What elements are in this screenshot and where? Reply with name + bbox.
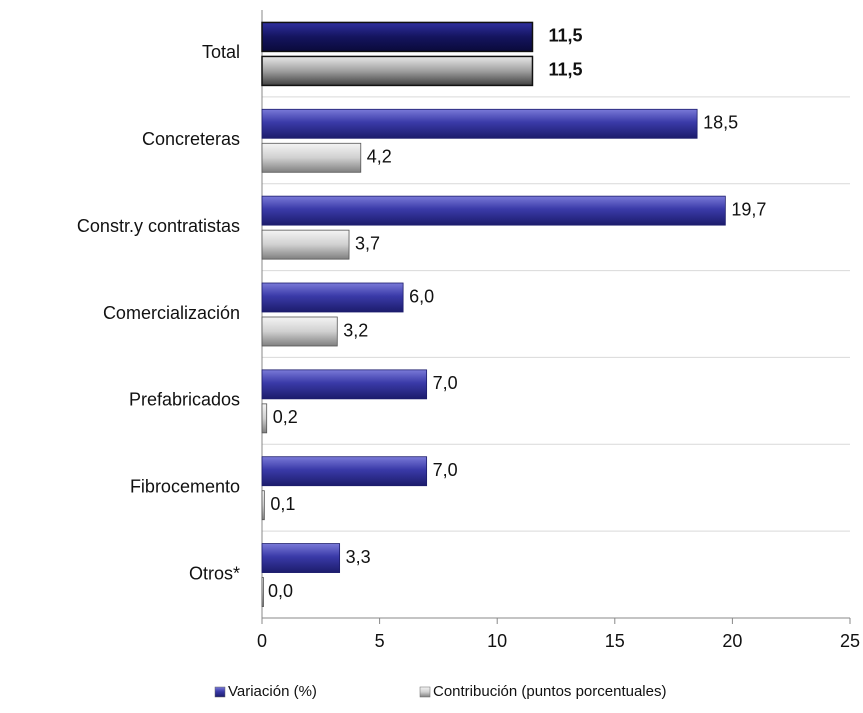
bar	[261, 282, 404, 313]
category-label: Constr.y contratistas	[77, 216, 240, 236]
value-label: 11,5	[548, 26, 582, 46]
bar	[261, 369, 428, 400]
bar	[261, 543, 341, 573]
x-tick-label: 0	[257, 631, 267, 651]
value-label: 19,7	[731, 199, 766, 219]
x-tick-label: 10	[487, 631, 507, 651]
value-label: 0,1	[270, 494, 295, 514]
value-label: 18,5	[703, 113, 738, 133]
bar	[261, 142, 362, 173]
value-label: 6,0	[409, 286, 434, 306]
category-label: Total	[202, 42, 240, 62]
value-label: 11,5	[548, 60, 582, 80]
value-label: 0,0	[268, 581, 293, 601]
value-label: 7,0	[433, 373, 458, 393]
x-tick-label: 5	[375, 631, 385, 651]
category-label: Otros*	[189, 563, 240, 583]
value-label: 3,7	[355, 233, 380, 253]
bar	[261, 21, 534, 53]
bar	[261, 108, 698, 139]
legend-swatch	[214, 686, 226, 698]
value-label: 3,3	[346, 547, 371, 567]
bar	[261, 456, 428, 487]
bar	[261, 195, 726, 226]
bar	[261, 55, 534, 87]
bar	[261, 229, 350, 260]
category-label: Fibrocemento	[130, 476, 240, 496]
value-label: 7,0	[433, 460, 458, 480]
category-label: Comercialización	[103, 303, 240, 323]
bar	[261, 490, 265, 521]
value-label: 0,2	[273, 407, 298, 427]
x-tick-label: 25	[840, 631, 860, 651]
legend-label: Variación (%)	[228, 683, 317, 700]
bar	[261, 403, 268, 434]
value-label: 4,2	[367, 147, 392, 167]
x-tick-label: 20	[722, 631, 742, 651]
category-label: Prefabricados	[129, 390, 240, 410]
legend-label: Contribución (puntos porcentuales)	[433, 683, 666, 700]
x-tick-label: 15	[605, 631, 625, 651]
category-label: Concreteras	[142, 129, 240, 149]
bar	[261, 577, 264, 607]
legend-swatch	[419, 686, 431, 698]
value-label: 3,2	[343, 320, 368, 340]
bar	[261, 316, 338, 347]
